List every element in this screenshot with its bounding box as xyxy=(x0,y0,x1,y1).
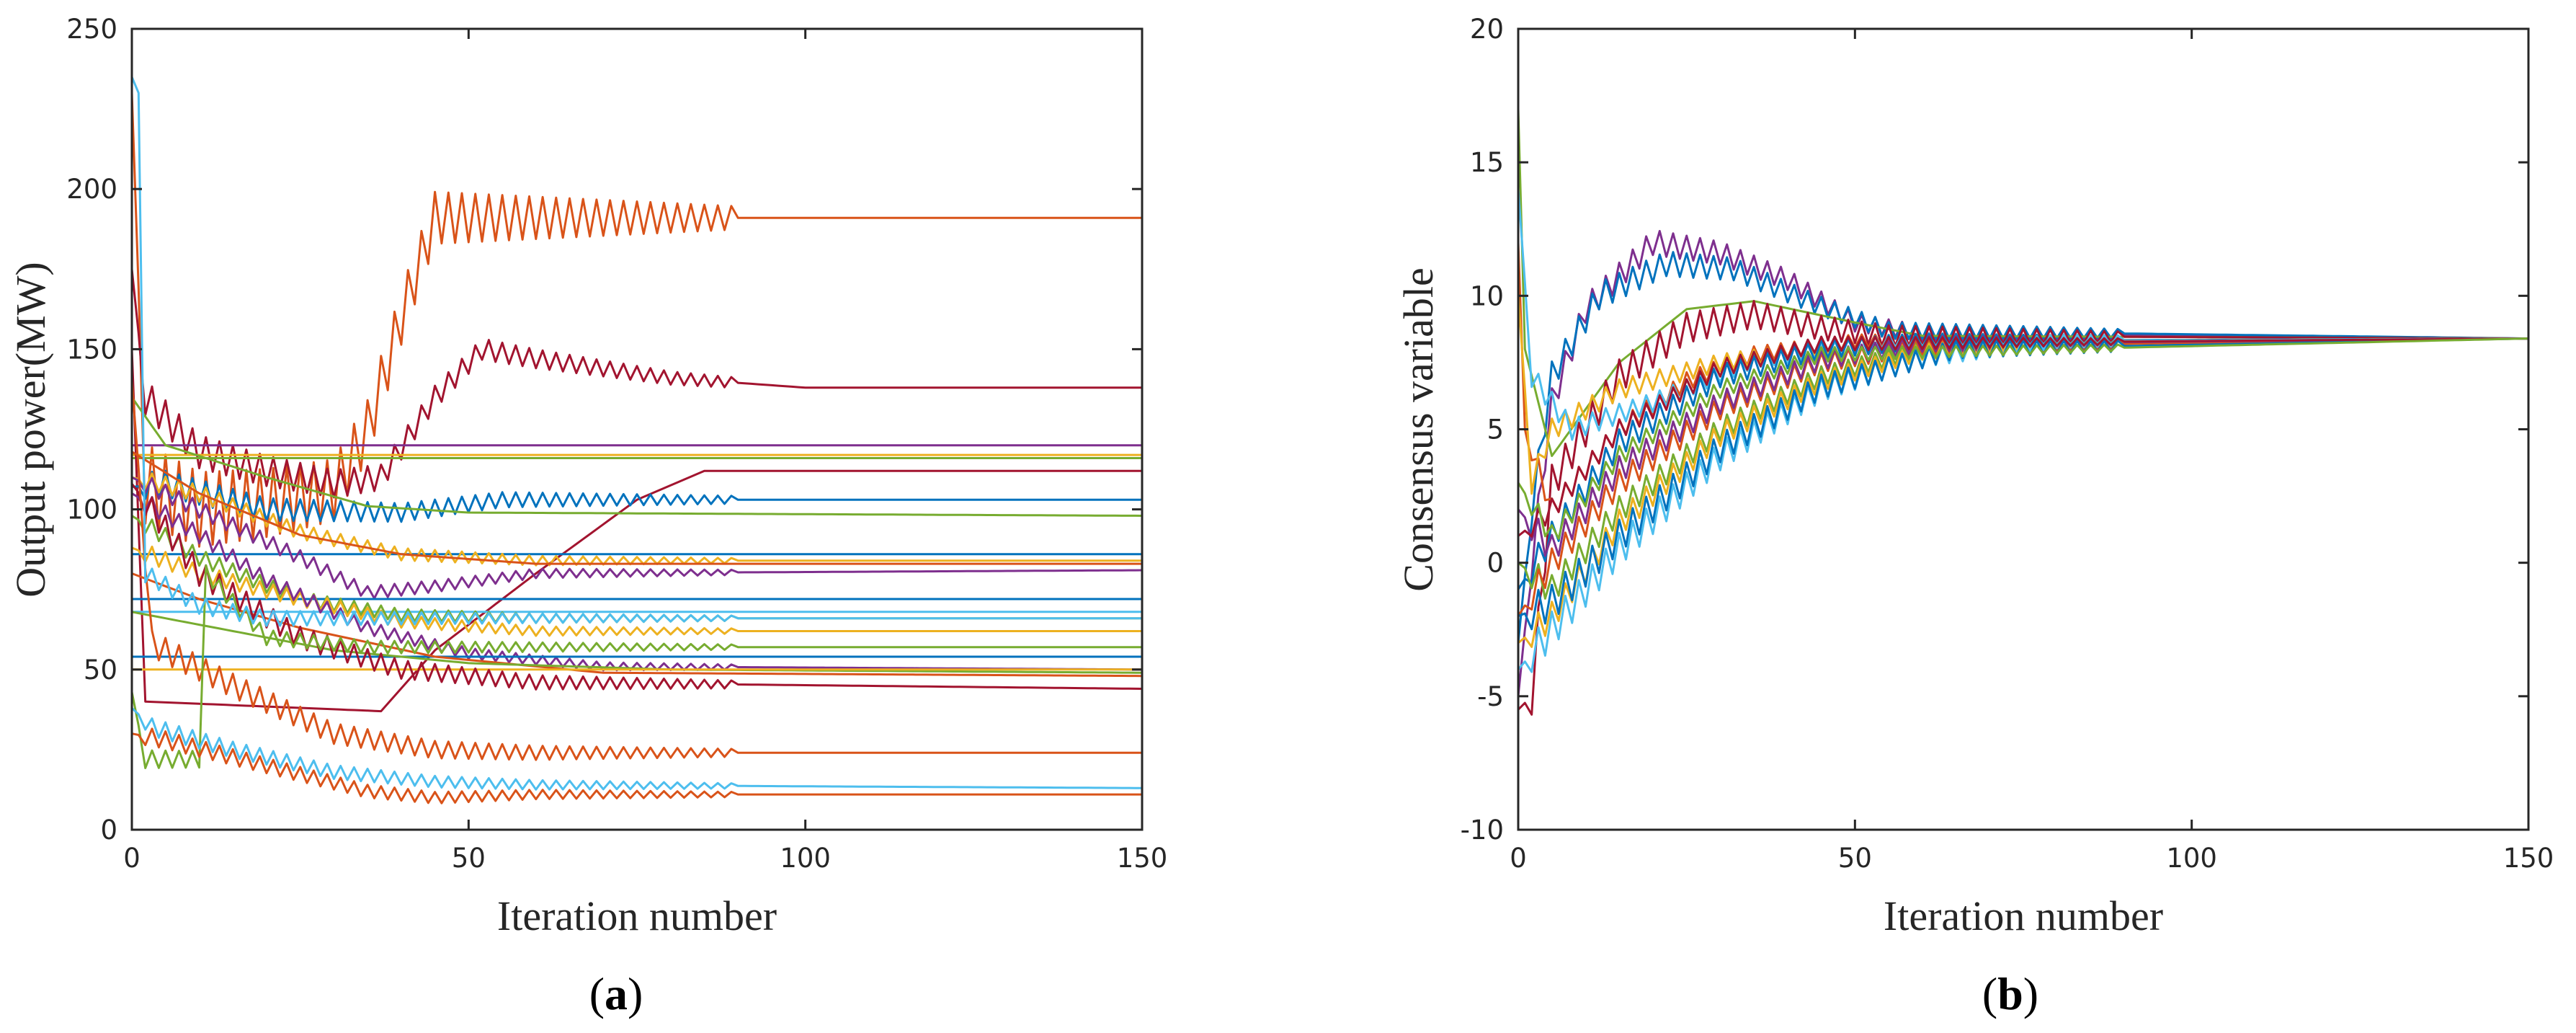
x-tick-label: 0 xyxy=(123,843,141,874)
x-tick-label: 0 xyxy=(1510,843,1527,874)
series-line-unit-16 xyxy=(131,545,1142,637)
series-line-unit-12 xyxy=(131,476,1143,600)
series-line-unit-11 xyxy=(131,451,1142,565)
y-tick-label: 50 xyxy=(84,655,117,686)
x-tick-label: 50 xyxy=(452,843,486,874)
y-tick-label: 0 xyxy=(1487,548,1504,579)
y-tick-label: 200 xyxy=(66,174,117,205)
series-line-unit-8 xyxy=(130,396,1143,517)
plot-a-series xyxy=(130,76,1143,804)
plot-b-frame xyxy=(1517,27,2530,831)
series-line-unit-22 xyxy=(130,483,1143,691)
y-tick-label: 100 xyxy=(66,495,117,526)
series-line-agent-2 xyxy=(1517,251,2529,643)
plot-b-panel-letter: b xyxy=(1997,968,2023,1019)
plot-a-xlabel: Iteration number xyxy=(497,892,777,939)
series-line-agent-4 xyxy=(1517,300,2529,716)
series-line-agent-16 xyxy=(1517,337,2529,540)
series-line-agent-15 xyxy=(1517,335,2529,538)
series-line-unit-24 xyxy=(130,564,1142,769)
plot-b-ylabel: Consensus variable xyxy=(1395,267,1442,591)
plot-a-frame xyxy=(130,27,1144,831)
plot-a-panel-label: (a) xyxy=(589,968,643,1019)
plot-b-ticks: 0 50 100 150 -10 -5 0 5 10 15 20 xyxy=(1461,14,2554,874)
y-tick-label: 5 xyxy=(1487,414,1504,445)
series-line-agent-3 xyxy=(1517,109,2529,457)
plot-a-panel-letter: a xyxy=(605,968,628,1019)
y-tick-label: 250 xyxy=(66,14,117,45)
series-line-unit-23 xyxy=(130,381,1142,761)
series-line-agent-1 xyxy=(1517,230,2529,696)
series-line-unit-27 xyxy=(130,76,1142,627)
plot-b-xlabel: Iteration number xyxy=(1884,892,2163,939)
plot-b-series xyxy=(1517,109,2529,716)
series-line-unit-25 xyxy=(130,707,1142,791)
x-tick-label: 150 xyxy=(1117,843,1168,874)
plot-a-ylabel: Output power(MW) xyxy=(7,262,54,598)
x-tick-label: 150 xyxy=(2503,843,2554,874)
y-tick-label: 0 xyxy=(100,815,117,846)
series-line-agent-13 xyxy=(1517,333,2528,673)
series-line-unit-26 xyxy=(131,727,1142,804)
series-line-agent-14 xyxy=(1517,337,2529,631)
y-tick-label: -5 xyxy=(1477,681,1504,712)
plot-a-ticks: 0 50 100 150 0 50 100 150 200 250 xyxy=(66,14,1167,874)
x-tick-label: 100 xyxy=(780,843,831,874)
series-line-agent-8 xyxy=(1517,332,2528,590)
y-tick-label: -10 xyxy=(1461,815,1504,846)
y-tick-label: 15 xyxy=(1470,147,1504,178)
panel-a: 0 50 100 150 0 50 100 150 200 250 Iteration numbe… xyxy=(7,14,1167,1019)
plot-b-panel-label: (b) xyxy=(1982,968,2038,1019)
series-line-unit-7 xyxy=(131,469,1142,523)
x-tick-label: 50 xyxy=(1838,843,1872,874)
y-tick-label: 150 xyxy=(66,334,117,365)
y-tick-label: 10 xyxy=(1470,280,1504,311)
series-line-unit-10 xyxy=(131,472,1142,567)
series-line-unit-2 xyxy=(130,269,1142,499)
x-tick-label: 100 xyxy=(2166,843,2217,874)
y-tick-label: 20 xyxy=(1470,14,1504,45)
